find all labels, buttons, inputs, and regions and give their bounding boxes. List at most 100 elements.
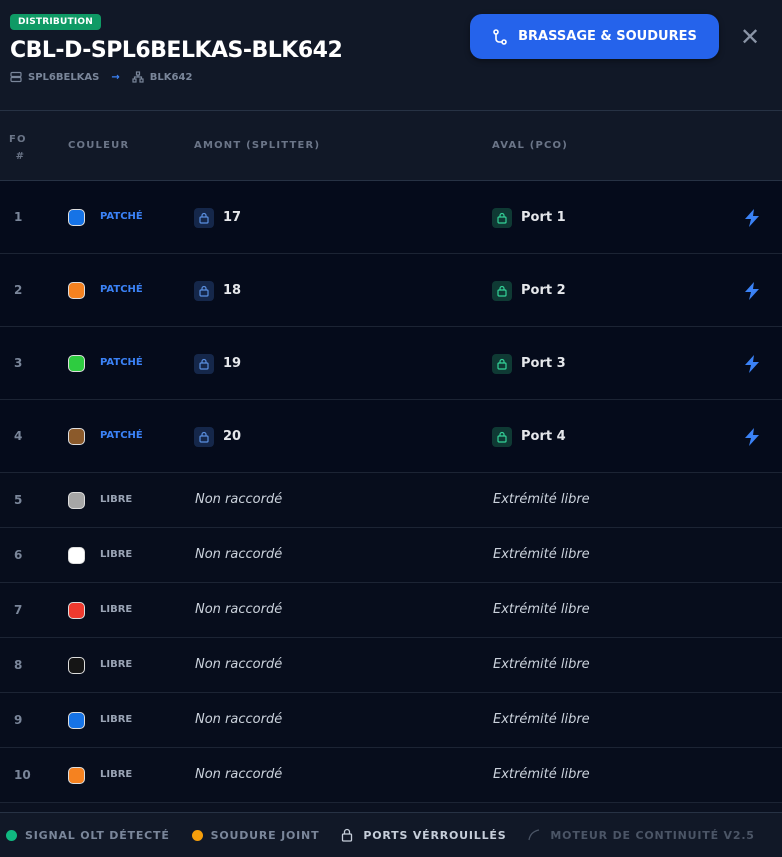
fiber-row[interactable]: 2 PATCHÉ 18 Port 2 [0, 254, 782, 327]
cable-type-badge: DISTRIBUTION [10, 14, 101, 30]
upstream-empty: Non raccordé [195, 546, 283, 562]
network-icon [132, 71, 144, 83]
downstream-port[interactable]: Port 2 [521, 282, 566, 298]
lightning-icon[interactable] [744, 208, 761, 231]
fiber-number: 3 [14, 355, 23, 370]
button-label: BRASSAGE & SOUDURES [518, 29, 697, 44]
upstream-port[interactable]: 17 [223, 209, 242, 225]
downstream-empty: Extrémité libre [493, 601, 590, 617]
fiber-row[interactable]: 9 LIBRE Non raccordé Extrémité libre [0, 693, 782, 748]
fiber-row[interactable]: 3 PATCHÉ 19 Port 3 [0, 327, 782, 400]
downstream-empty: Extrémité libre [493, 546, 590, 562]
fiber-color-swatch [68, 601, 85, 619]
signal-dot-icon [6, 829, 17, 841]
upstream-port[interactable]: 20 [223, 428, 242, 444]
fiber-row[interactable]: 5 LIBRE Non raccordé Extrémité libre [0, 473, 782, 528]
upstream-empty: Non raccordé [195, 656, 283, 672]
downstream-port[interactable]: Port 3 [521, 355, 566, 371]
breadcrumb: SPL6BELKAS → BLK642 [10, 71, 192, 83]
server-icon [10, 71, 22, 83]
legend-weld: SOUDURE JOINT [210, 828, 320, 842]
fiber-number: 1 [14, 209, 23, 224]
lock-icon [194, 207, 214, 228]
legend-signal: SIGNAL OLT DÉTECTÉ [25, 828, 170, 842]
col-fo: FO # [9, 131, 27, 165]
lock-icon [194, 353, 214, 374]
table-header: FO # COULEUR AMONT (SPLITTER) AVAL (PCO) [0, 111, 782, 181]
fiber-color-swatch [68, 766, 85, 784]
lightning-icon[interactable] [744, 427, 761, 450]
legend-engine: MOTEUR DE CONTINUITÉ V2.5 [550, 828, 755, 842]
fiber-status: LIBRE [100, 603, 133, 615]
fiber-row[interactable]: 8 LIBRE Non raccordé Extrémité libre [0, 638, 782, 693]
source-node[interactable]: SPL6BELKAS [28, 71, 100, 83]
downstream-empty: Extrémité libre [493, 766, 590, 782]
curve-icon [528, 829, 540, 841]
fiber-color-swatch [68, 208, 85, 226]
fiber-number: 4 [14, 428, 23, 443]
fiber-row[interactable]: 6 LIBRE Non raccordé Extrémité libre [0, 528, 782, 583]
lock-icon [194, 280, 214, 301]
fiber-table-body: 1 PATCHÉ 17 Port 1 2 PATCHÉ 18 Port 2 3 … [0, 181, 782, 803]
fiber-status: LIBRE [100, 658, 133, 670]
fiber-number: 8 [14, 657, 23, 672]
upstream-port[interactable]: 18 [223, 282, 242, 298]
col-fo-label: FO [9, 134, 27, 145]
upstream-empty: Non raccordé [195, 491, 283, 507]
fiber-row[interactable]: 10 LIBRE Non raccordé Extrémité libre [0, 748, 782, 803]
lock-icon [342, 828, 353, 842]
lightning-icon[interactable] [744, 281, 761, 304]
fiber-status: LIBRE [100, 768, 133, 780]
col-upstream: AMONT (SPLITTER) [194, 140, 321, 151]
upstream-empty: Non raccordé [195, 601, 283, 617]
col-hash-label: # [15, 151, 26, 162]
downstream-port[interactable]: Port 4 [521, 428, 566, 444]
fiber-color-swatch [68, 354, 85, 372]
upstream-port[interactable]: 19 [223, 355, 242, 371]
fiber-number: 9 [14, 712, 23, 727]
fiber-status: PATCHÉ [100, 429, 143, 441]
downstream-empty: Extrémité libre [493, 711, 590, 727]
lock-icon [492, 426, 512, 447]
route-icon [493, 28, 507, 45]
fiber-color-swatch [68, 281, 85, 299]
lightning-icon[interactable] [744, 354, 761, 377]
downstream-port[interactable]: Port 1 [521, 209, 566, 225]
fiber-row[interactable]: 7 LIBRE Non raccordé Extrémité libre [0, 583, 782, 638]
fiber-color-swatch [68, 656, 85, 674]
lock-icon [194, 426, 214, 447]
legend-locked: PORTS VÉRROUILLÉS [363, 828, 507, 842]
close-button[interactable]: ✕ [739, 23, 761, 51]
status-legend: SIGNAL OLT DÉTECTÉ SOUDURE JOINT PORTS V… [0, 812, 782, 857]
page-title: CBL-D-SPL6BELKAS-BLK642 [10, 38, 343, 63]
lock-icon [492, 353, 512, 374]
target-node[interactable]: BLK642 [149, 71, 193, 83]
lock-icon [492, 207, 512, 228]
downstream-empty: Extrémité libre [493, 491, 590, 507]
fiber-row[interactable]: 4 PATCHÉ 20 Port 4 [0, 400, 782, 473]
fiber-status: PATCHÉ [100, 210, 143, 222]
fiber-status: LIBRE [100, 493, 133, 505]
fiber-status: PATCHÉ [100, 283, 143, 295]
fiber-number: 2 [14, 282, 23, 297]
arrow-right-icon: → [111, 71, 120, 83]
fiber-color-swatch [68, 491, 85, 509]
fiber-status: LIBRE [100, 713, 133, 725]
fiber-number: 5 [14, 492, 23, 507]
upstream-empty: Non raccordé [195, 711, 283, 727]
fiber-status: LIBRE [100, 548, 133, 560]
patching-splicing-button[interactable]: BRASSAGE & SOUDURES [470, 14, 719, 59]
fiber-color-swatch [68, 546, 85, 564]
fiber-number: 10 [14, 767, 31, 782]
fiber-color-swatch [68, 427, 85, 445]
fiber-number: 7 [14, 602, 23, 617]
col-downstream: AVAL (PCO) [492, 140, 569, 151]
upstream-empty: Non raccordé [195, 766, 283, 782]
downstream-empty: Extrémité libre [493, 656, 590, 672]
weld-dot-icon [191, 829, 203, 841]
header: DISTRIBUTION CBL-D-SPL6BELKAS-BLK642 SPL… [0, 0, 782, 111]
fiber-number: 6 [14, 547, 23, 562]
lock-icon [492, 280, 512, 301]
fiber-row[interactable]: 1 PATCHÉ 17 Port 1 [0, 181, 782, 254]
fiber-status: PATCHÉ [100, 356, 143, 368]
